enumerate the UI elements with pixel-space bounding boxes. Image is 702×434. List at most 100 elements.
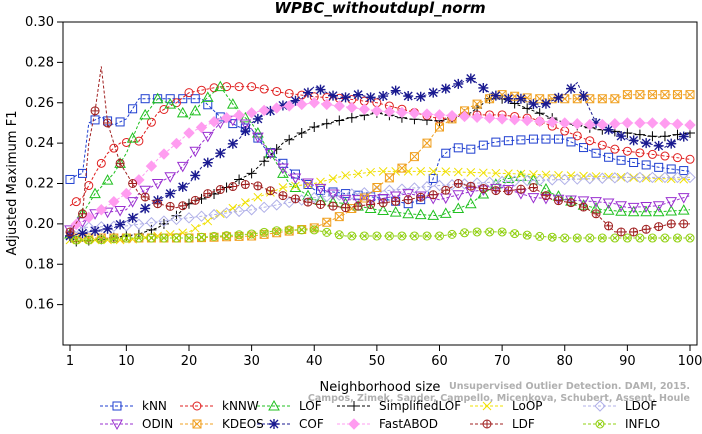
point-knn: [178, 94, 188, 104]
point-lof: [452, 202, 465, 214]
point-lof: [101, 174, 114, 185]
point-ldf: [541, 191, 551, 201]
point-inflo: [510, 229, 520, 239]
point-simplifiedlof: [659, 131, 670, 142]
point-ldof: [421, 181, 433, 193]
x-tick-label: 60: [431, 354, 448, 369]
y-tick-label: 0.28: [25, 55, 54, 70]
point-ldf: [265, 186, 275, 196]
y-tick-label: 0.22: [25, 177, 54, 192]
point-odin: [314, 183, 327, 195]
point-simplifiedlof: [296, 128, 307, 139]
point-simplifiedlof: [522, 103, 533, 114]
point-lof: [389, 206, 402, 217]
legend-swatch-marker: [269, 419, 279, 429]
point-knn: [579, 143, 589, 153]
point-inflo: [485, 227, 495, 237]
point-knn: [190, 94, 200, 104]
legend-item-ldof: LDOF: [583, 399, 657, 413]
point-inflo: [259, 227, 269, 237]
point-inflo: [585, 233, 595, 243]
point-fastabod: [446, 109, 458, 122]
point-ldf: [441, 185, 451, 195]
point-ldf: [591, 209, 601, 219]
point-knn: [491, 137, 501, 147]
x-tick-label: 1: [66, 354, 74, 369]
legend-item-cof: COF: [257, 417, 324, 431]
point-inflo: [672, 233, 682, 243]
point-inflo: [635, 233, 645, 243]
point-knnw: [159, 104, 169, 114]
point-loop: [366, 167, 375, 177]
point-fastabod: [559, 117, 571, 129]
legend-item-lof: LOF: [257, 399, 322, 413]
legend-swatch-marker: [111, 419, 123, 431]
point-odin: [565, 195, 577, 207]
point-ldf: [240, 180, 250, 189]
point-ldf: [403, 195, 413, 205]
point-fastabod: [684, 119, 696, 131]
point-odin: [176, 161, 189, 173]
point-fastabod: [120, 187, 133, 200]
x-tick-label: 80: [556, 354, 573, 369]
point-ldf: [253, 181, 263, 191]
point-knnw: [672, 153, 682, 163]
point-inflo: [547, 232, 557, 242]
point-ldof: [634, 171, 646, 184]
plot-marks: [64, 66, 696, 247]
point-kdeos: [372, 183, 382, 193]
point-knnw: [585, 136, 595, 146]
point-cof: [315, 84, 326, 95]
point-cof: [277, 100, 288, 111]
point-fastabod: [283, 100, 295, 112]
point-ldf: [103, 118, 113, 128]
point-inflo: [597, 233, 607, 243]
point-ldof: [496, 175, 508, 188]
point-lof: [151, 92, 164, 104]
legend-swatch-marker: [192, 419, 202, 429]
point-ldf: [78, 209, 88, 219]
point-cof: [115, 219, 126, 230]
point-loop: [278, 183, 288, 192]
point-odin: [126, 197, 139, 208]
point-ldf: [466, 181, 476, 191]
point-inflo: [322, 227, 332, 237]
point-inflo: [647, 233, 657, 243]
point-odin: [201, 131, 214, 143]
point-knn: [679, 166, 689, 176]
point-cof: [353, 89, 364, 100]
point-ldf: [203, 189, 213, 199]
point-knnw: [685, 154, 695, 164]
point-inflo: [622, 233, 632, 243]
point-inflo: [159, 233, 169, 243]
point-odin: [64, 225, 76, 236]
point-lof: [176, 106, 189, 118]
point-inflo: [372, 231, 382, 241]
point-cof: [140, 203, 151, 214]
point-cof: [553, 92, 564, 103]
point-ldf: [528, 183, 538, 193]
point-ldof: [621, 171, 634, 184]
x-tick-label: 100: [678, 354, 702, 369]
point-lof: [652, 205, 665, 217]
point-knnw: [184, 88, 194, 98]
point-simplifiedlof: [158, 218, 169, 229]
point-odin: [615, 201, 627, 212]
point-lof: [627, 205, 640, 217]
point-ldof: [245, 204, 258, 216]
point-fastabod: [95, 204, 108, 216]
point-inflo: [84, 235, 94, 245]
point-ldof: [584, 172, 596, 185]
point-cof: [202, 157, 213, 168]
point-cof: [578, 91, 589, 102]
point-fastabod: [233, 109, 245, 121]
point-ldf: [416, 192, 426, 202]
point-inflo: [409, 231, 419, 241]
point-kdeos: [434, 122, 444, 132]
point-knnw: [635, 148, 645, 158]
point-ldof: [383, 184, 396, 197]
watermark-line-2: Campos, Zimek, Sander, Campello, Micenko…: [308, 393, 690, 404]
point-ldof: [546, 174, 558, 186]
legend-swatch-marker: [482, 419, 492, 429]
point-fastabod: [458, 110, 471, 123]
